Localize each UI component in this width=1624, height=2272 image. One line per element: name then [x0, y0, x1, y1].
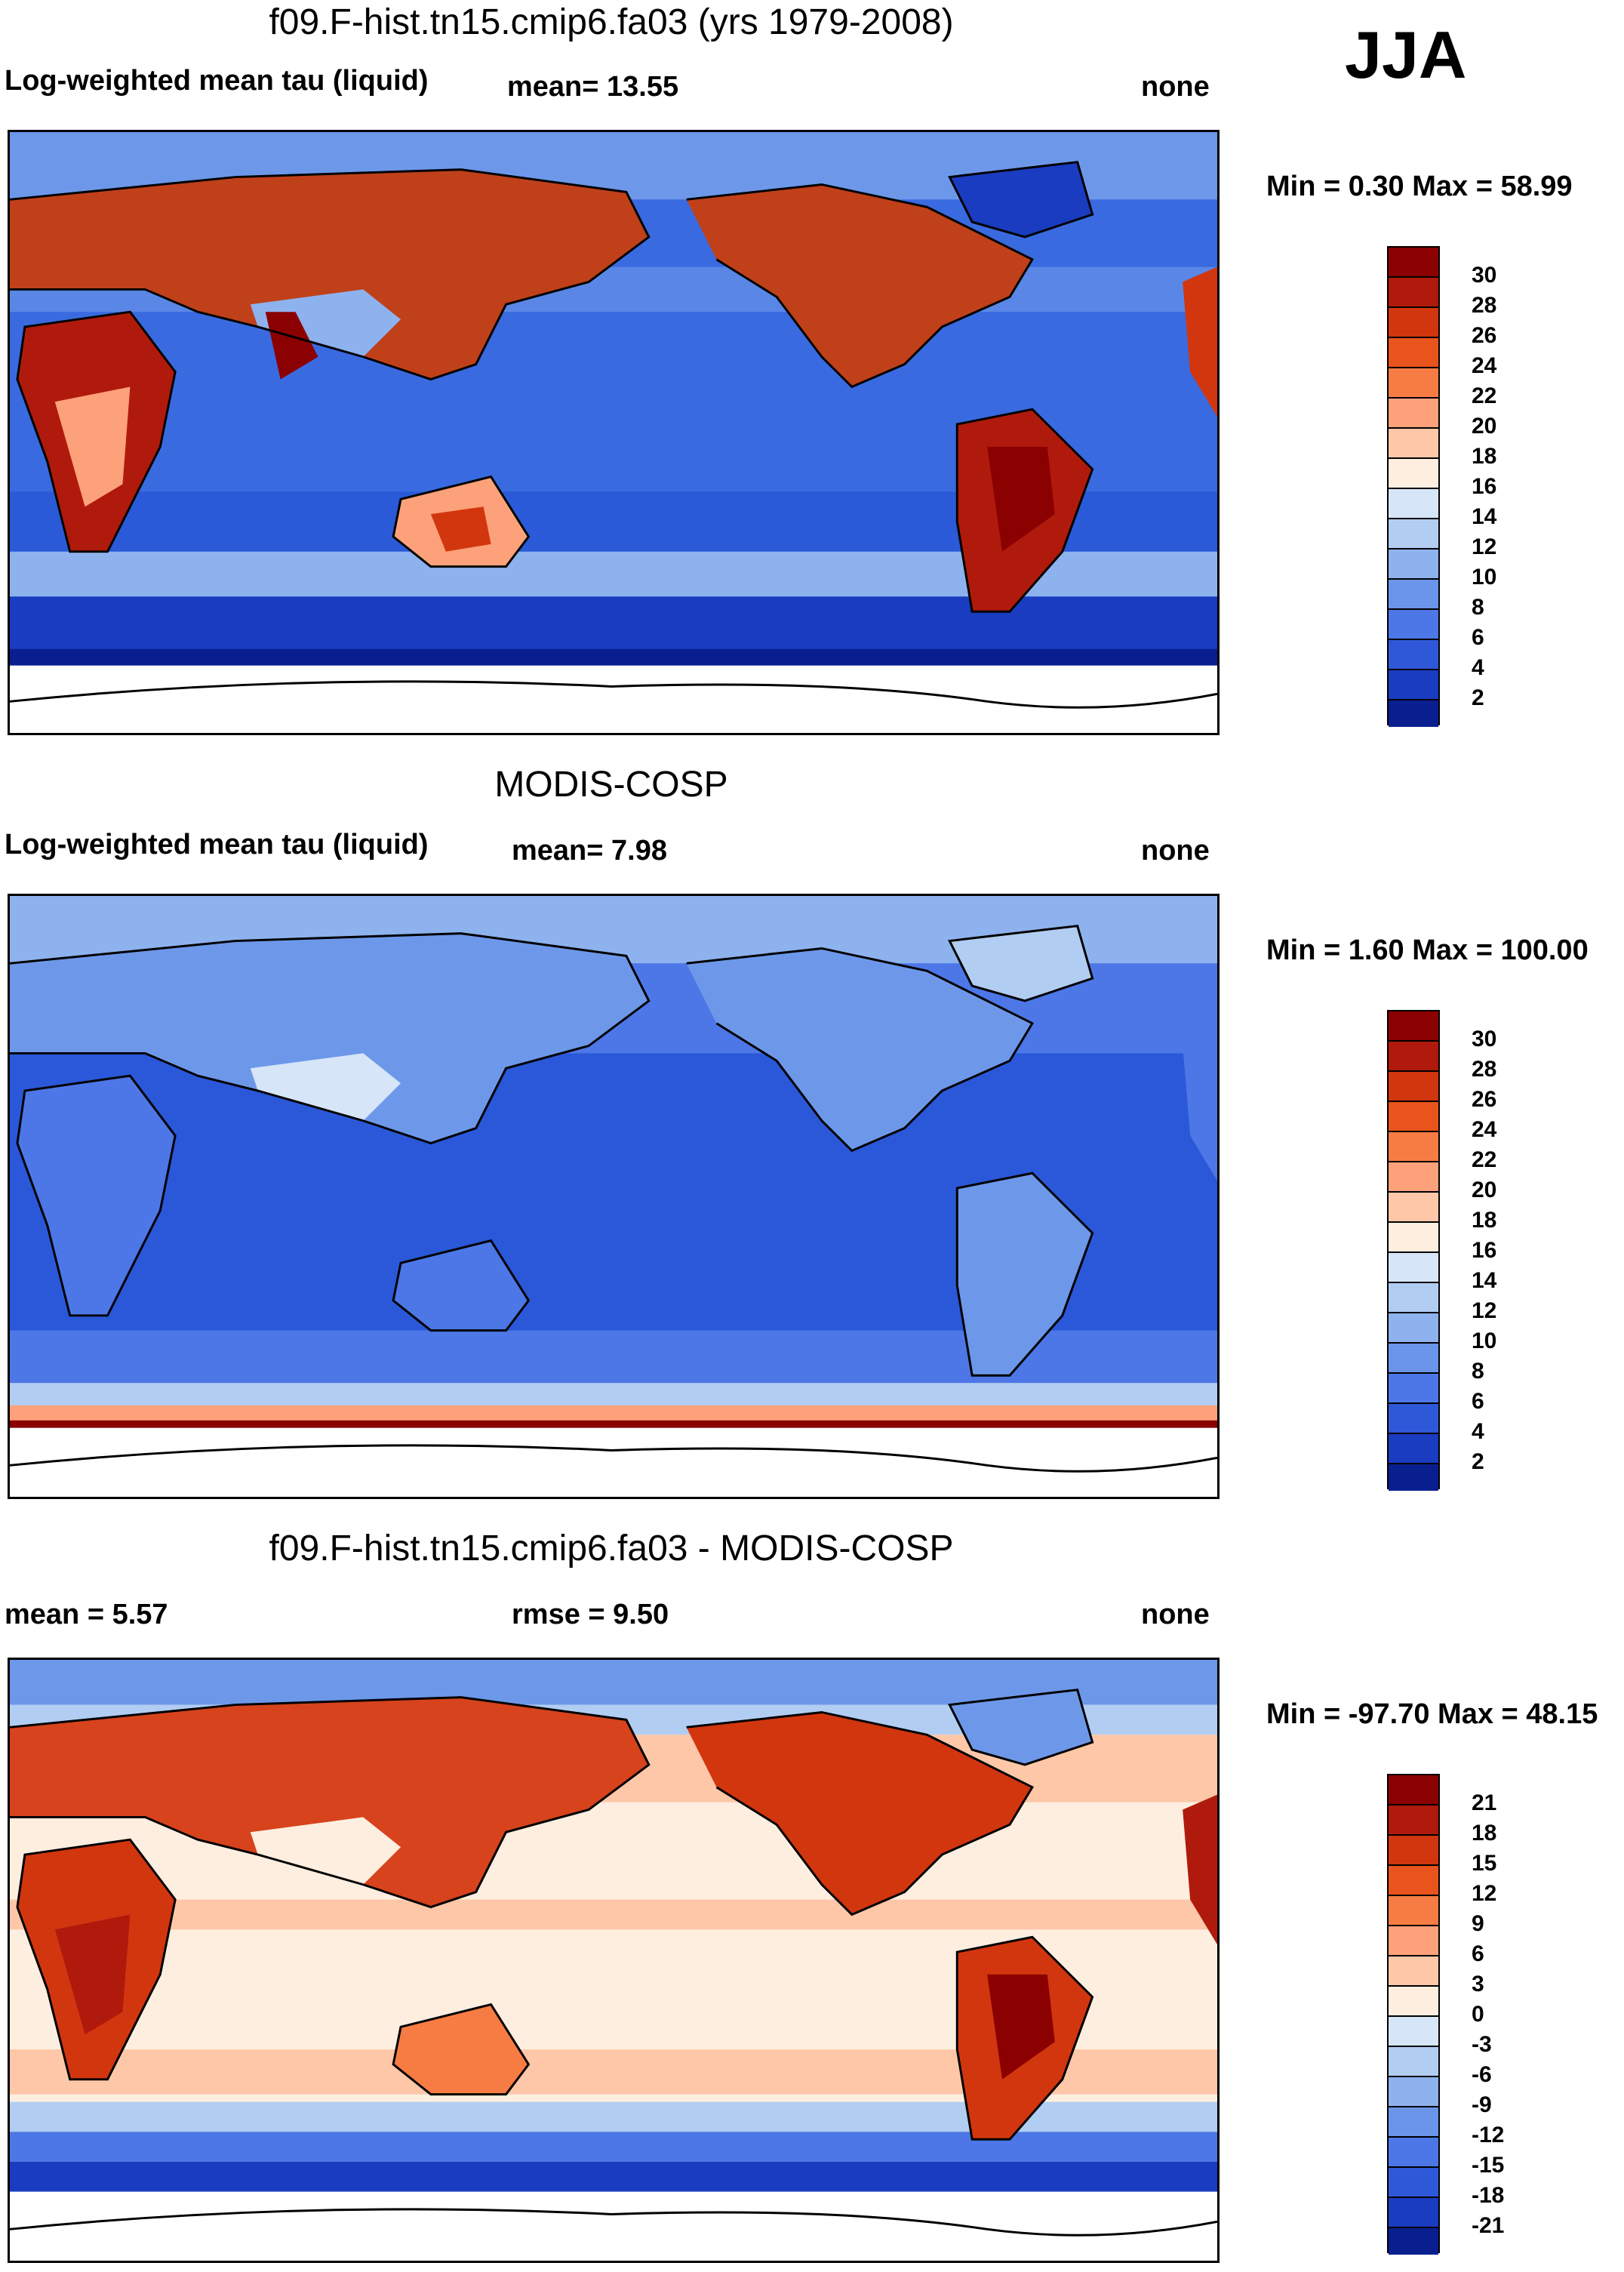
- panel-diff-mean-label: mean = 5.57: [5, 1599, 168, 1630]
- cbar-tick: -21: [1472, 2213, 1505, 2238]
- cbar-tick: 4: [1472, 1419, 1484, 1444]
- cbar-tick: 20: [1472, 1178, 1497, 1202]
- panel-obs-units-label: none: [1141, 835, 1210, 867]
- cbar-tick: -9: [1472, 2092, 1492, 2117]
- panel-model-units-label: none: [1141, 71, 1210, 103]
- panel-obs-map: [8, 894, 1220, 1499]
- cbar-tick: 2: [1472, 685, 1484, 710]
- panel-obs-minmax: Min = 1.60 Max = 100.00: [1266, 934, 1589, 966]
- cbar-tick: 2: [1472, 1449, 1484, 1474]
- cbar-tick: 14: [1472, 504, 1497, 529]
- cbar-tick: 3: [1472, 1972, 1484, 1996]
- panel-diff-rmse-label: rmse = 9.50: [512, 1599, 669, 1630]
- cbar-tick: 8: [1472, 1359, 1484, 1384]
- cbar-tick: 26: [1472, 1087, 1497, 1112]
- diff-map-svg: [10, 1660, 1217, 2261]
- panel-model-variable-label: Log-weighted mean tau (liquid): [5, 65, 429, 97]
- panel-diff-title: f09.F-hist.tn15.cmip6.fa03 - MODIS-COSP: [269, 1529, 954, 1569]
- cbar-tick: 28: [1472, 293, 1497, 318]
- cbar-tick: -15: [1472, 2153, 1505, 2178]
- cbar-tick: 12: [1472, 534, 1497, 559]
- panel-obs-variable-label: Log-weighted mean tau (liquid): [5, 829, 429, 860]
- cbar-tick: 30: [1472, 263, 1497, 288]
- cbar-tick: 6: [1472, 625, 1484, 650]
- cbar-tick: 28: [1472, 1057, 1497, 1082]
- panel-model-colorbar: [1387, 246, 1440, 727]
- panel-model-title: f09.F-hist.tn15.cmip6.fa03 (yrs 1979-200…: [269, 2, 954, 42]
- panel-model-mean-label: mean= 13.55: [507, 71, 679, 103]
- model-map-svg: [10, 132, 1217, 733]
- panel-diff-units-label: none: [1141, 1599, 1210, 1630]
- season-label: JJA: [1345, 17, 1467, 92]
- cbar-tick: 18: [1472, 1208, 1497, 1233]
- panel-diff-map: [8, 1658, 1220, 2263]
- panel-diff-colorbar: [1387, 1774, 1440, 2255]
- cbar-tick: 10: [1472, 1328, 1497, 1353]
- cbar-tick: 14: [1472, 1268, 1497, 1293]
- cbar-tick: 10: [1472, 565, 1497, 590]
- cbar-tick: 12: [1472, 1881, 1497, 1906]
- cbar-tick: 0: [1472, 2002, 1484, 2027]
- cbar-tick: 12: [1472, 1298, 1497, 1323]
- panel-diff-minmax: Min = -97.70 Max = 48.15: [1266, 1698, 1598, 1730]
- cbar-tick: 18: [1472, 444, 1497, 469]
- cbar-tick: -12: [1472, 2123, 1505, 2147]
- panel-model-map: [8, 130, 1220, 735]
- cbar-tick: 20: [1472, 414, 1497, 439]
- panel-obs-title: MODIS-COSP: [494, 765, 728, 805]
- cbar-tick: 21: [1472, 1790, 1497, 1815]
- cbar-tick: 6: [1472, 1389, 1484, 1414]
- cbar-tick: 30: [1472, 1027, 1497, 1051]
- panel-obs-colorbar: [1387, 1010, 1440, 1491]
- cbar-tick: 8: [1472, 595, 1484, 620]
- panel-obs-mean-label: mean= 7.98: [512, 835, 667, 867]
- cbar-tick: 9: [1472, 1911, 1484, 1936]
- obs-map-svg: [10, 896, 1217, 1497]
- cbar-tick: 16: [1472, 474, 1497, 499]
- cbar-tick: 24: [1472, 353, 1497, 378]
- cbar-tick: 26: [1472, 323, 1497, 348]
- cbar-tick: -6: [1472, 2062, 1492, 2087]
- cbar-tick: 16: [1472, 1238, 1497, 1263]
- cbar-tick: 15: [1472, 1851, 1497, 1876]
- cbar-tick: -18: [1472, 2183, 1505, 2208]
- cbar-tick: 6: [1472, 1941, 1484, 1966]
- cbar-tick: 22: [1472, 383, 1497, 408]
- cbar-tick: 18: [1472, 1821, 1497, 1846]
- cbar-tick: -3: [1472, 2032, 1492, 2057]
- cbar-tick: 24: [1472, 1117, 1497, 1142]
- panel-model-minmax: Min = 0.30 Max = 58.99: [1266, 171, 1573, 202]
- cbar-tick: 4: [1472, 655, 1484, 680]
- cbar-tick: 22: [1472, 1147, 1497, 1172]
